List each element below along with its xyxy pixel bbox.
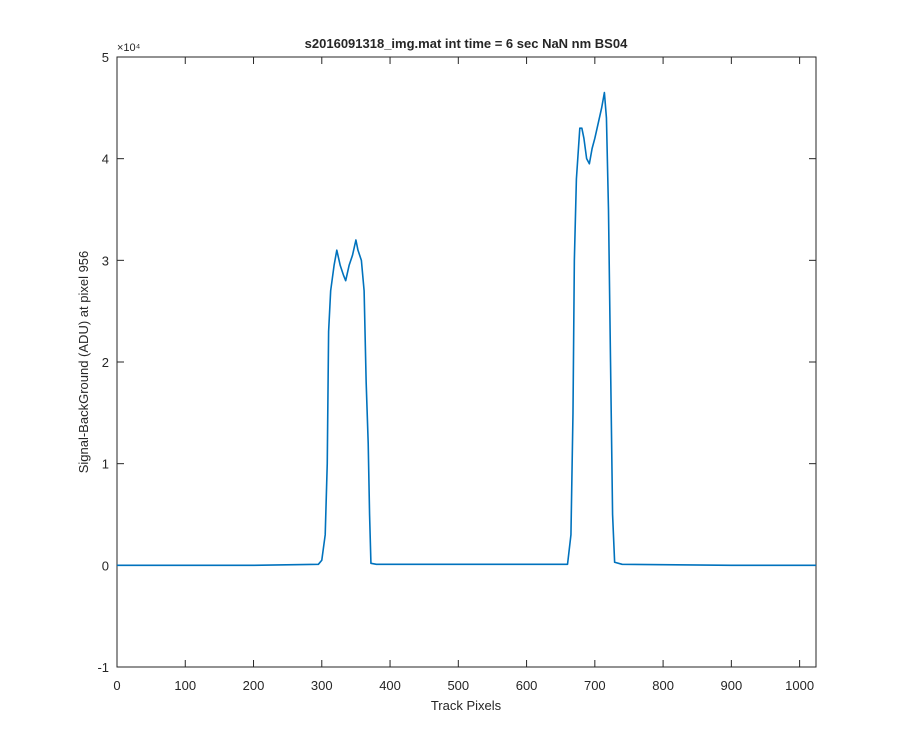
y-tick-label: 4 (102, 152, 109, 167)
y-exponent: ×10⁴ (117, 42, 141, 54)
x-axis-label: Track Pixels (431, 698, 502, 713)
y-tick-label: 3 (102, 253, 109, 268)
x-tick-label: 400 (379, 678, 401, 693)
y-tick-label: 2 (102, 355, 109, 370)
y-tick-label: 0 (102, 558, 109, 573)
x-tick-label: 200 (243, 678, 265, 693)
x-tick-label: 500 (447, 678, 469, 693)
axes-box (116, 56, 817, 668)
y-tick-label: 1 (102, 457, 109, 472)
y-tick-label: 5 (102, 50, 109, 65)
x-tick-label: 600 (516, 678, 538, 693)
data-line (117, 91, 816, 567)
x-tick-label: 1000 (785, 678, 814, 693)
x-tick-label: 900 (721, 678, 743, 693)
x-tick-label: 700 (584, 678, 606, 693)
x-tick-label: 300 (311, 678, 333, 693)
y-tick-label: -1 (97, 660, 109, 675)
x-tick-label: 0 (113, 678, 120, 693)
x-tick-label: 800 (652, 678, 674, 693)
chart-title: s2016091318_img.mat int time = 6 sec NaN… (305, 36, 628, 51)
x-tick-label: 100 (174, 678, 196, 693)
y-axis-label: Signal-BackGround (ADU) at pixel 956 (76, 251, 91, 474)
